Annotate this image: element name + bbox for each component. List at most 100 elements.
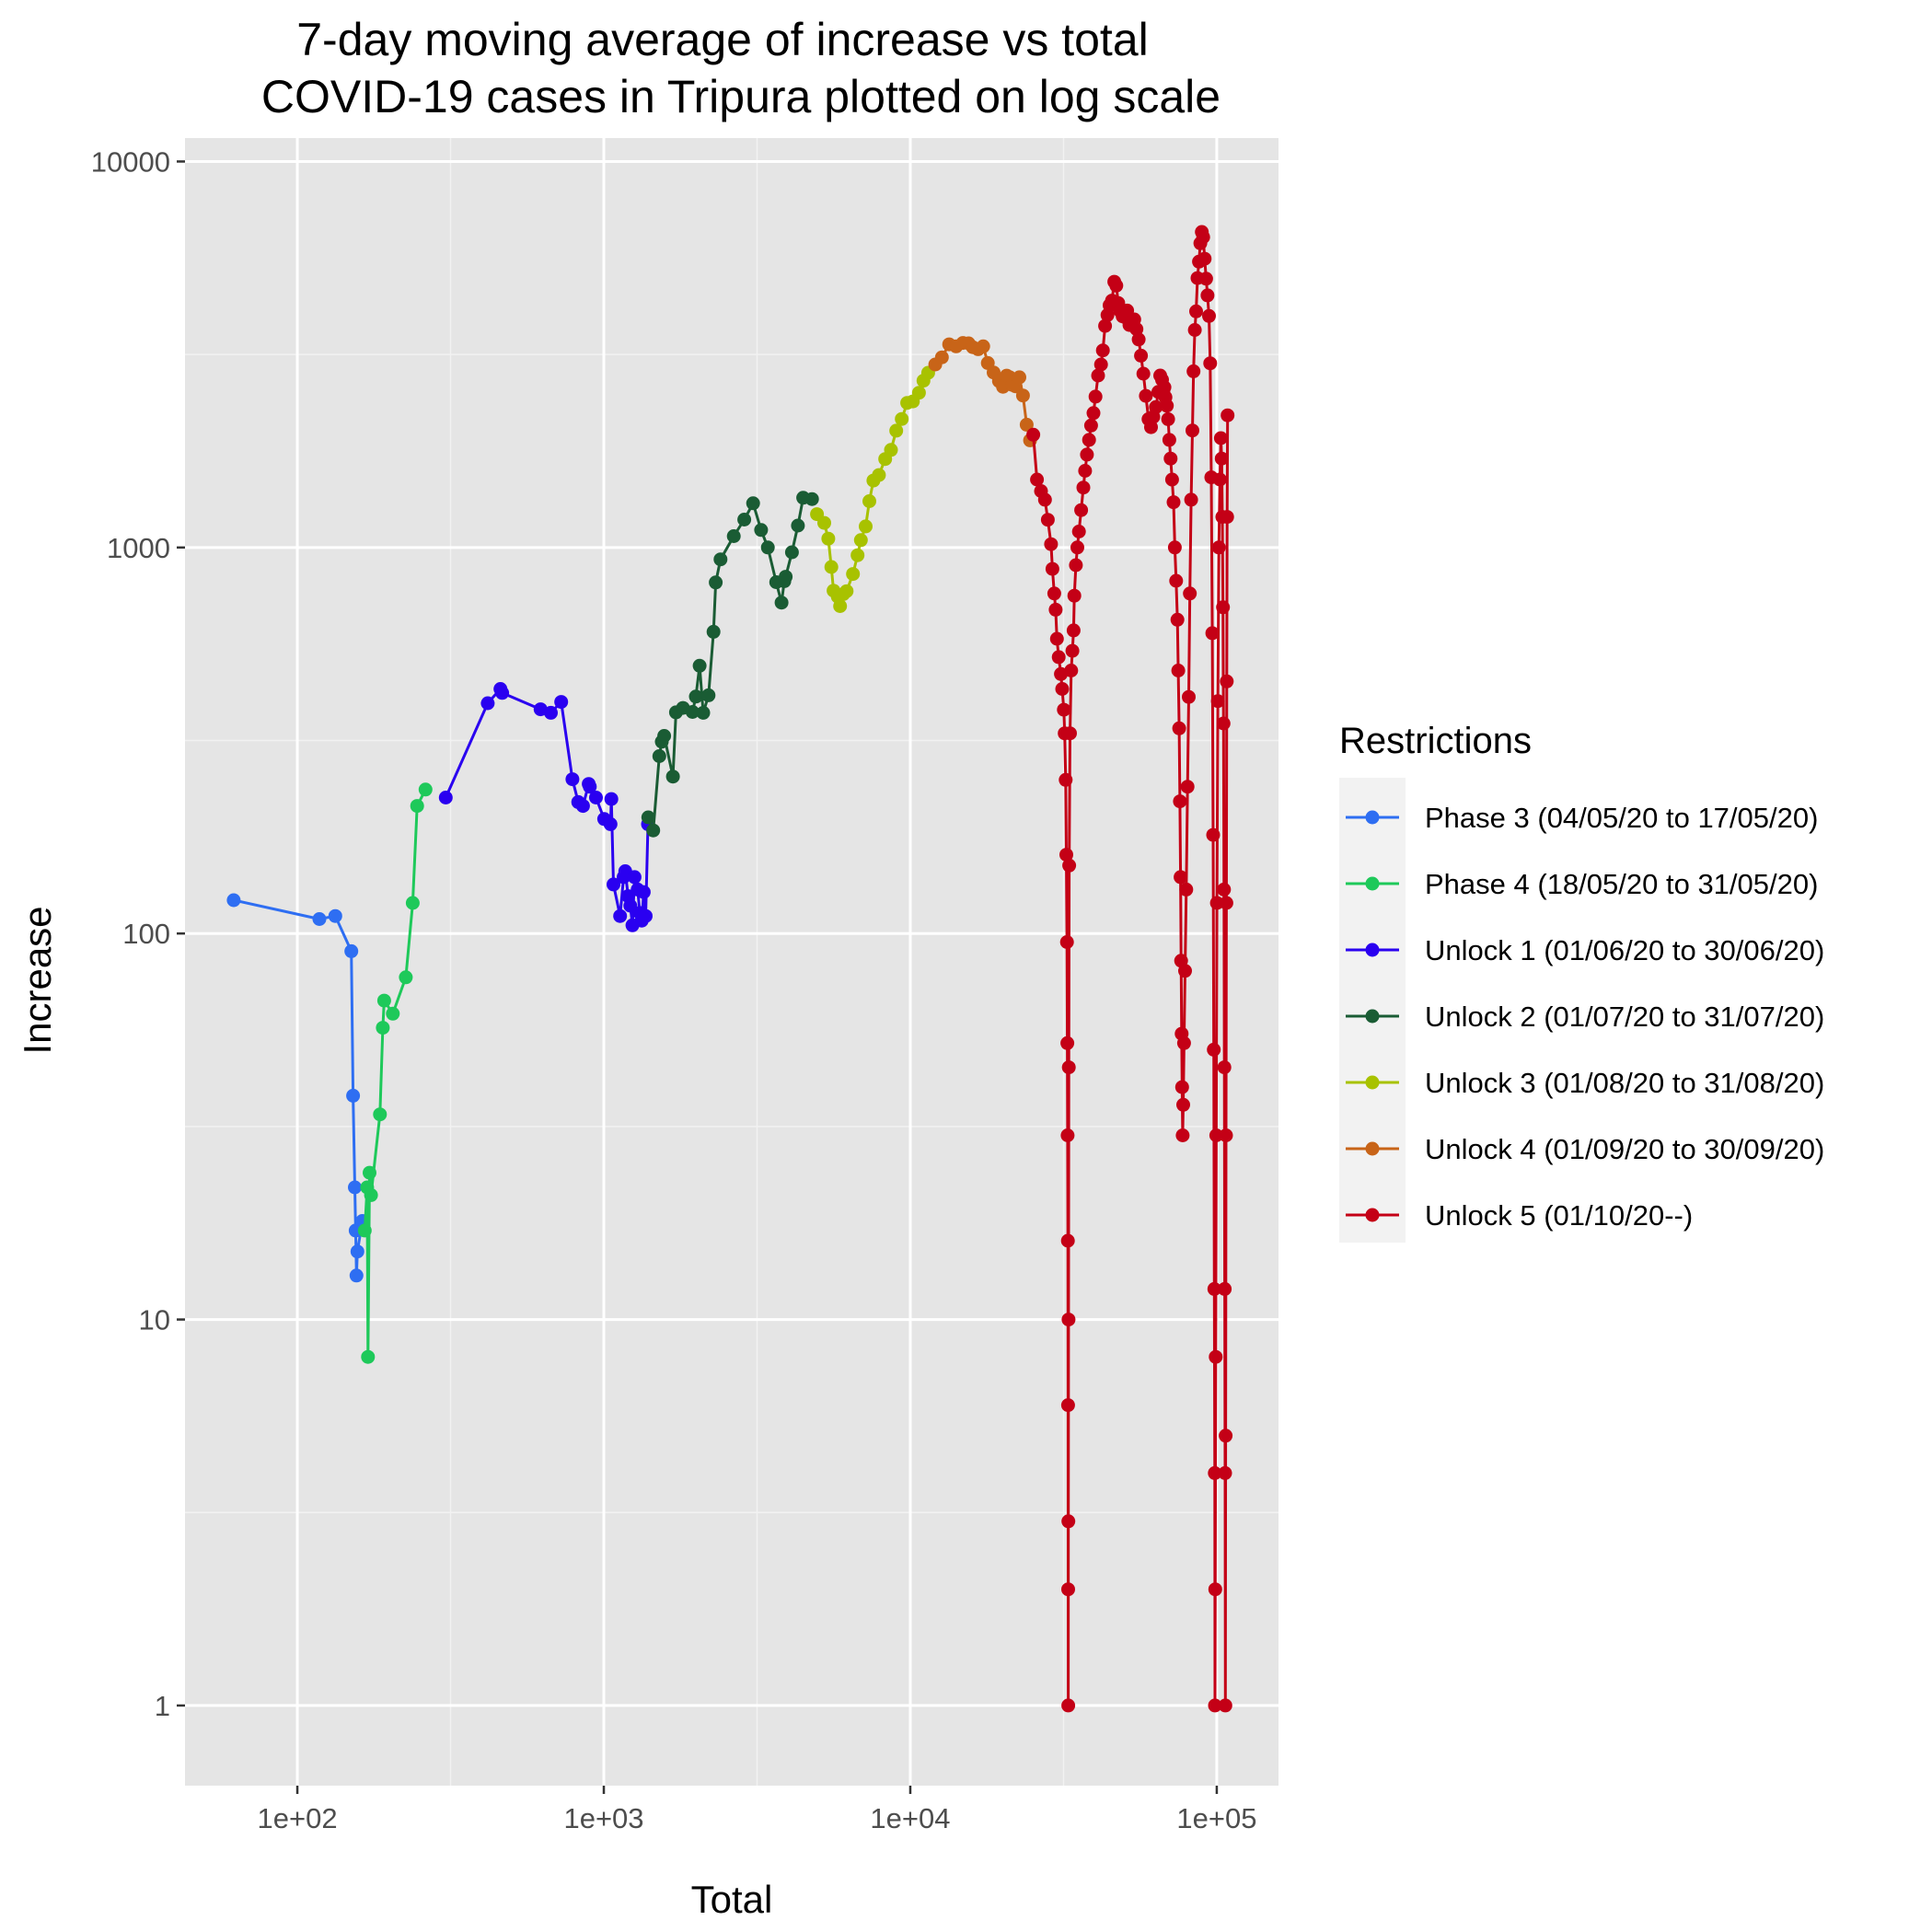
data-point xyxy=(1176,1035,1191,1050)
data-point xyxy=(746,496,760,511)
data-point xyxy=(1060,1233,1075,1248)
data-point xyxy=(376,993,391,1008)
data-point xyxy=(911,386,926,400)
data-point xyxy=(613,908,628,923)
data-point xyxy=(373,1107,388,1122)
data-point xyxy=(1049,631,1064,646)
series-5 xyxy=(810,365,935,613)
data-point xyxy=(1203,356,1218,371)
data-point xyxy=(853,533,868,548)
data-point xyxy=(604,792,619,806)
data-point xyxy=(1187,323,1202,337)
data-point xyxy=(839,584,854,598)
legend-key-point xyxy=(1365,810,1380,825)
data-point xyxy=(1219,1128,1233,1142)
plot-panel xyxy=(185,138,1278,1786)
data-point xyxy=(1217,882,1232,897)
x-tick-label: 1e+05 xyxy=(1176,1802,1256,1834)
data-point xyxy=(889,423,904,438)
data-point xyxy=(1060,1035,1075,1050)
legend: Restrictions Phase 3 (04/05/20 to 17/05/… xyxy=(1339,721,1824,1243)
data-point xyxy=(1080,447,1094,462)
x-axis-title: Total xyxy=(691,1878,773,1921)
data-point xyxy=(1067,588,1082,603)
data-point xyxy=(1069,558,1083,573)
data-point xyxy=(850,548,865,562)
data-point xyxy=(1044,537,1059,551)
data-point xyxy=(1166,495,1181,510)
data-point xyxy=(544,705,558,720)
chart-title-line-2: COVID-19 cases in Tripura plotted on log… xyxy=(261,71,1221,122)
data-point xyxy=(1220,674,1234,688)
data-point xyxy=(1057,702,1071,717)
data-point xyxy=(349,1268,364,1283)
series-3 xyxy=(438,682,655,932)
data-point xyxy=(804,492,819,506)
data-point xyxy=(1175,1128,1190,1142)
data-point xyxy=(846,567,861,582)
data-point xyxy=(1170,612,1185,627)
data-point xyxy=(348,1180,362,1195)
data-point xyxy=(1060,1128,1075,1142)
data-point xyxy=(821,531,836,546)
data-point xyxy=(754,523,769,538)
data-point xyxy=(1061,1514,1076,1529)
legend-item: Unlock 4 (01/09/20 to 30/09/20) xyxy=(1346,1133,1824,1165)
data-point xyxy=(1047,586,1061,601)
data-point xyxy=(1059,935,1074,949)
data-point xyxy=(1174,1080,1189,1094)
data-point xyxy=(344,943,359,958)
data-point xyxy=(1149,399,1163,414)
data-point xyxy=(1139,388,1153,403)
data-point xyxy=(709,575,723,590)
data-point xyxy=(1026,427,1041,442)
data-point xyxy=(405,896,420,910)
legend-label: Phase 3 (04/05/20 to 17/05/20) xyxy=(1425,802,1818,834)
data-point xyxy=(1060,1398,1075,1413)
data-point xyxy=(410,799,424,814)
legend-label: Unlock 4 (01/09/20 to 30/09/20) xyxy=(1425,1133,1824,1165)
data-point xyxy=(862,494,876,508)
data-point xyxy=(1062,858,1077,873)
data-point xyxy=(665,769,680,784)
data-point xyxy=(226,893,241,908)
data-point xyxy=(583,780,597,794)
data-point xyxy=(1206,827,1221,842)
data-point xyxy=(1210,694,1225,709)
data-point xyxy=(774,596,789,610)
legend-item: Unlock 5 (01/10/20--) xyxy=(1346,1199,1693,1232)
data-point xyxy=(706,624,721,639)
data-point xyxy=(1015,388,1030,403)
series-2 xyxy=(357,782,433,1364)
data-point xyxy=(1098,318,1113,333)
data-point xyxy=(357,1223,372,1238)
data-point xyxy=(1221,408,1235,422)
legend-key-point xyxy=(1365,943,1380,957)
data-point xyxy=(1086,406,1101,421)
data-point xyxy=(1183,586,1197,601)
data-point xyxy=(652,749,666,763)
data-point xyxy=(833,599,848,613)
data-point xyxy=(1066,623,1081,638)
data-point xyxy=(1205,626,1220,641)
data-point xyxy=(575,799,590,814)
data-point xyxy=(737,513,752,526)
data-point xyxy=(363,1165,376,1180)
x-tick-label: 1e+04 xyxy=(870,1802,950,1834)
data-point xyxy=(1171,664,1186,677)
data-point xyxy=(361,1349,376,1364)
data-point xyxy=(1055,682,1070,696)
data-point xyxy=(1063,726,1077,741)
series-6 xyxy=(928,336,1037,447)
axis-ticks: 1e+02 1e+03 1e+04 1e+05 1 10 100 1000 10000 xyxy=(91,145,1257,1834)
data-point xyxy=(1189,304,1203,318)
legend-item: Phase 4 (18/05/20 to 31/05/20) xyxy=(1346,868,1818,900)
y-axis-title: Increase xyxy=(16,906,59,1054)
legend-key-point xyxy=(1365,1009,1380,1024)
data-point xyxy=(713,552,728,567)
data-point xyxy=(1078,464,1093,478)
data-point xyxy=(976,339,990,353)
data-point xyxy=(1200,288,1215,303)
data-point xyxy=(1019,417,1034,432)
data-point xyxy=(688,689,703,704)
